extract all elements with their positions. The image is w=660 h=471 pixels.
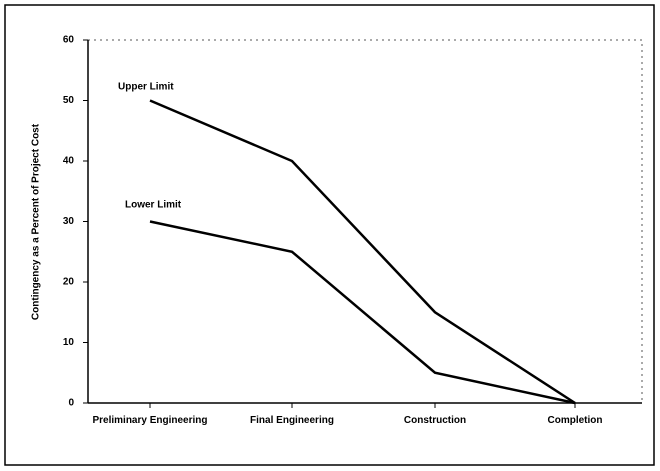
x-tick-label: Completion: [547, 415, 603, 426]
series-label: Upper Limit: [118, 82, 174, 93]
x-tick-label: Construction: [403, 415, 467, 426]
x-tick-label: Final Engineering: [250, 415, 334, 426]
y-tick-label: 0: [68, 398, 74, 409]
y-tick-label: 20: [63, 277, 75, 288]
y-tick-label: 40: [63, 156, 75, 167]
x-tick-label: Preliminary Engineering: [92, 415, 208, 426]
y-tick-label: 60: [63, 35, 75, 46]
series-line: [149, 99, 576, 405]
outer-frame: [4, 4, 655, 466]
plot-frame: [87, 39, 643, 404]
series-line: [149, 220, 576, 405]
y-tick-label: 50: [63, 95, 75, 106]
series-label: Lower Limit: [125, 200, 182, 211]
y-tick-label: 10: [63, 337, 75, 348]
y-axis-label: Contingency as a Percent of Project Cost: [31, 123, 42, 320]
y-tick-label: 30: [63, 216, 75, 227]
